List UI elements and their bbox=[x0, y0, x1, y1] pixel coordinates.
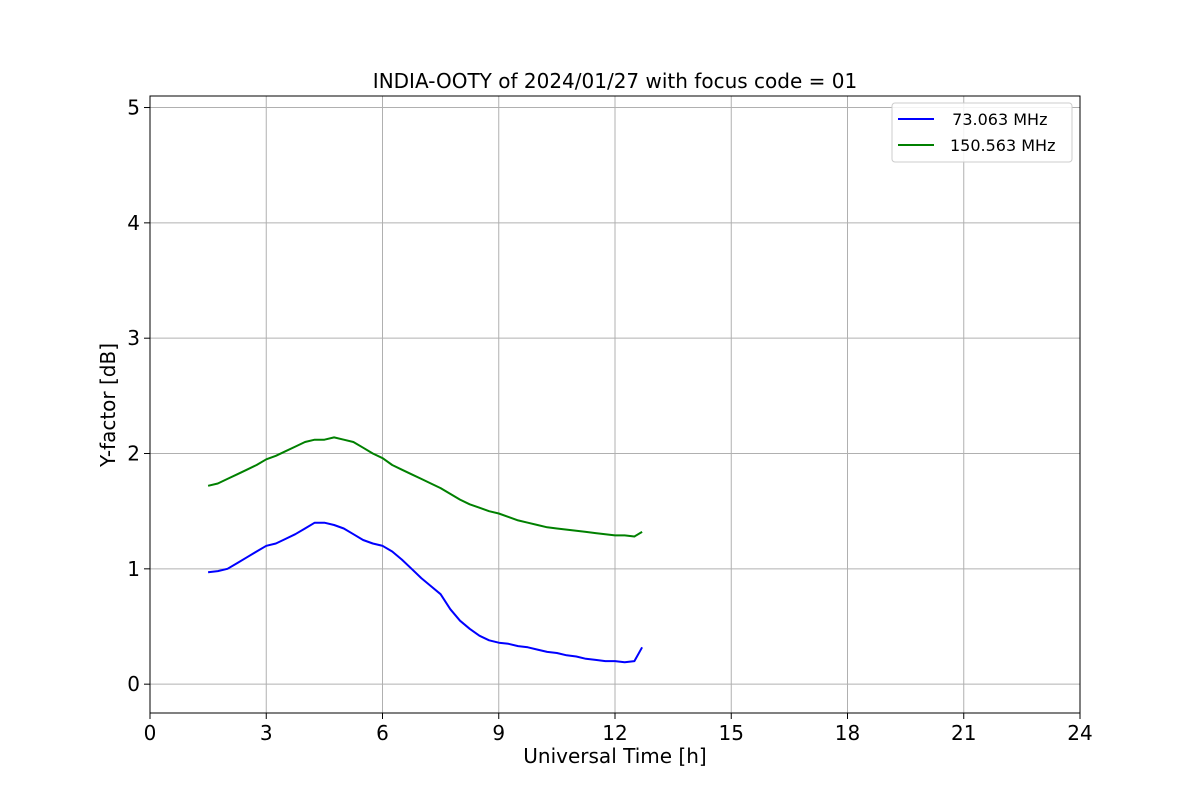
y-tick-label: 5 bbox=[127, 96, 140, 120]
y-tick-label: 0 bbox=[127, 672, 140, 696]
x-tick-label: 6 bbox=[376, 721, 389, 745]
x-axis-label: Universal Time [h] bbox=[523, 744, 706, 768]
y-tick-label: 4 bbox=[127, 211, 140, 235]
x-tick-label: 24 bbox=[1067, 721, 1092, 745]
series-line-1 bbox=[207, 521, 643, 664]
x-tick-label: 18 bbox=[835, 721, 860, 745]
y-axis-label: Y-factor [dB] bbox=[96, 343, 120, 468]
x-tick-label: 15 bbox=[719, 721, 744, 745]
series-layer bbox=[207, 436, 643, 664]
x-tick-label: 9 bbox=[492, 721, 505, 745]
y-tick-label: 2 bbox=[127, 442, 140, 466]
legend-label-2: 150.563 MHz bbox=[950, 136, 1055, 155]
x-tick-label: 0 bbox=[144, 721, 157, 745]
grid bbox=[149, 96, 1081, 713]
x-tick-label: 12 bbox=[602, 721, 627, 745]
legend-box bbox=[891, 102, 1073, 163]
x-tick-label: 21 bbox=[951, 721, 976, 745]
legend-label-1: 73.063 MHz bbox=[942, 110, 1047, 129]
series-line-2 bbox=[207, 436, 643, 538]
x-tick-label: 3 bbox=[260, 721, 273, 745]
y-tick-label: 3 bbox=[127, 326, 140, 350]
legend: 73.063 MHz 150.563 MHz bbox=[891, 102, 1073, 163]
chart-title: INDIA-OOTY of 2024/01/27 with focus code… bbox=[373, 69, 857, 93]
y-tick-label: 1 bbox=[127, 557, 140, 581]
